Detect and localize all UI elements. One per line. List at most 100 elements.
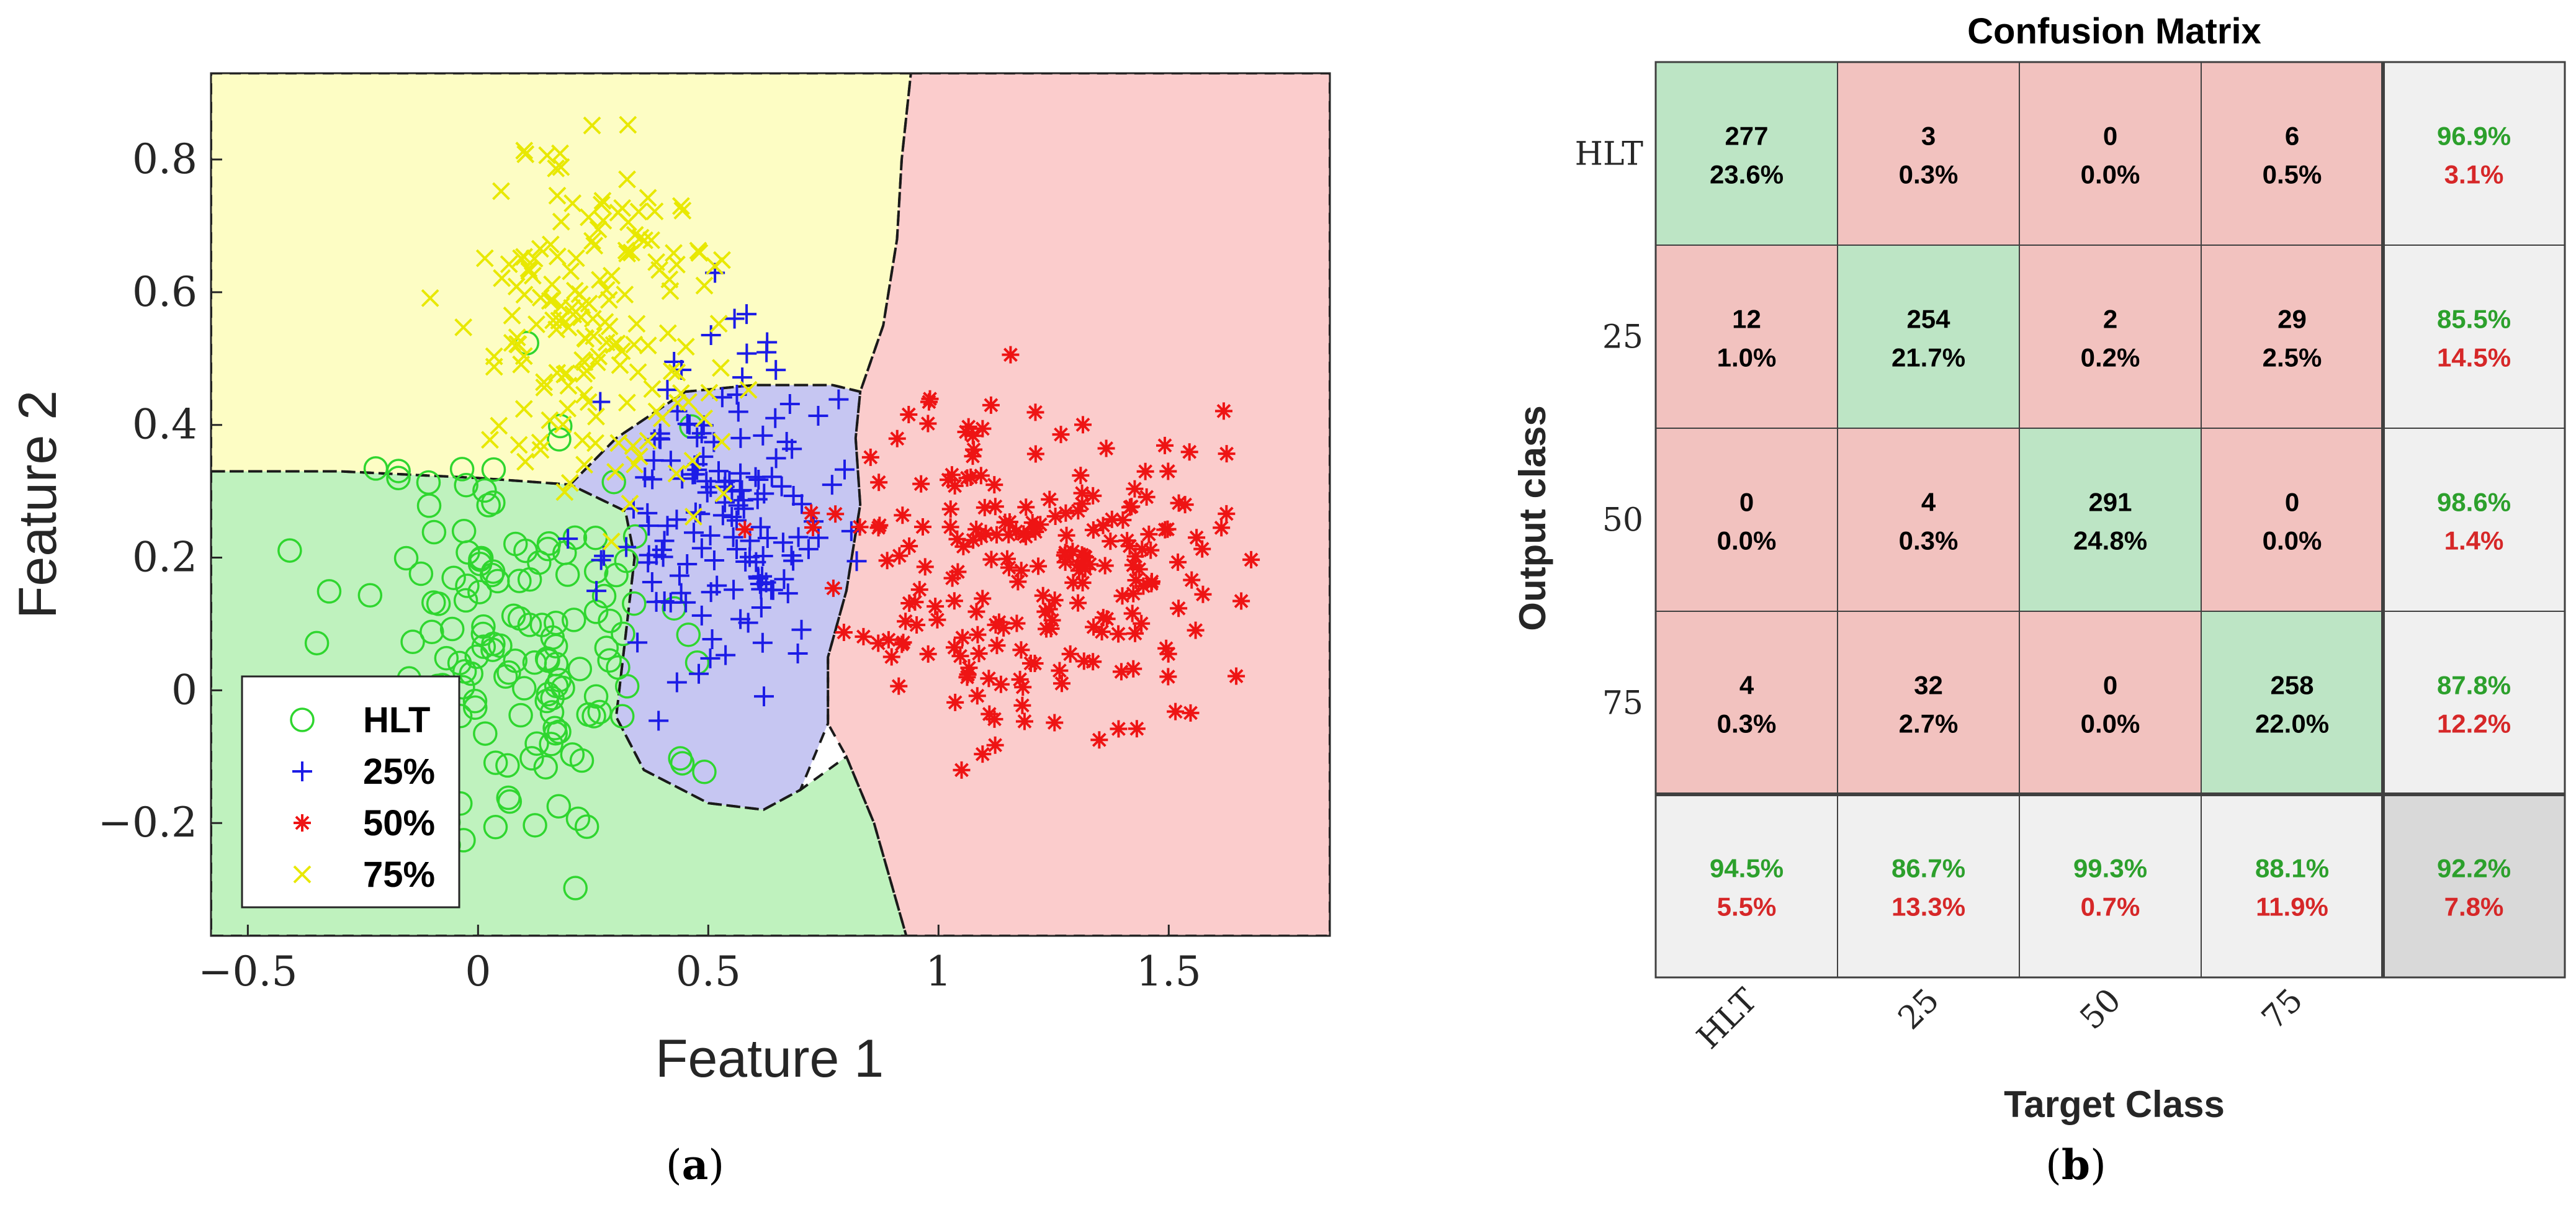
cm-cell (2201, 428, 2384, 612)
point-50pct (1140, 525, 1158, 543)
point-25pct (700, 648, 720, 668)
point-75pct (509, 436, 528, 454)
point-50pct (1188, 529, 1206, 547)
point-75pct (567, 249, 585, 267)
point-75pct (548, 364, 567, 382)
point-50pct (893, 635, 911, 653)
point-25pct (700, 525, 720, 545)
point-75pct (543, 275, 562, 294)
point-75pct (617, 241, 635, 260)
point-25pct (761, 467, 782, 487)
point-25pct (846, 551, 867, 572)
point-25pct (766, 360, 786, 380)
point-25pct (757, 528, 778, 549)
point-50pct (1073, 546, 1091, 564)
cm-row-summary (2382, 428, 2565, 612)
point-50pct (958, 469, 976, 487)
cm-row-summary (2382, 611, 2565, 795)
point-50pct (1000, 559, 1018, 577)
point-75pct (507, 277, 526, 296)
legend-box (241, 675, 460, 909)
point-25pct (702, 629, 722, 649)
cm-col-label: 50 (2073, 982, 2128, 1037)
point-75pct (541, 292, 559, 310)
point-50pct (982, 396, 1000, 414)
point-50pct (990, 613, 1008, 631)
point-50pct (1123, 498, 1141, 516)
point-hlt (692, 760, 717, 784)
point-50pct (870, 474, 888, 492)
point-hlt (540, 686, 565, 711)
cm-col-summary (1655, 794, 1838, 978)
cm-cell-percent: 0.3% (1717, 709, 1777, 738)
point-50pct (869, 634, 887, 652)
point-hlt (587, 699, 613, 725)
point-75pct (547, 159, 565, 177)
point-50pct (1070, 562, 1088, 580)
cm-cell-diagonal (2201, 611, 2384, 795)
scatter-ticks: −0.5 0 0.5 1 1.5 −0.2 0 0.2 0.4 0.6 0.8 (98, 135, 1201, 995)
y-tick-label: −0.2 (98, 799, 197, 846)
cm-cell-percent: 0.0% (2081, 709, 2140, 738)
point-25pct (691, 605, 712, 626)
point-50pct (1157, 639, 1175, 657)
cm-cell-percent: 0.3% (1899, 526, 1959, 555)
point-25pct (765, 408, 786, 428)
point-25pct (691, 423, 712, 444)
point-75pct (523, 266, 542, 285)
point-75pct (552, 212, 570, 231)
x-tick-label: −0.5 (198, 948, 297, 995)
cm-row-summary (2382, 61, 2565, 246)
point-75pct (690, 244, 709, 262)
point-25pct (683, 464, 703, 485)
point-75pct (609, 204, 627, 222)
point-50pct (985, 710, 1003, 728)
point-50pct (1159, 668, 1177, 686)
point-50pct (1242, 550, 1260, 568)
point-25pct (756, 342, 777, 362)
cm-row-label: 75 (1602, 685, 1643, 722)
point-75pct (626, 455, 644, 474)
point-hlt (483, 750, 508, 775)
point-hlt (464, 644, 489, 670)
point-50pct (1113, 587, 1131, 605)
cm-cell-diagonal (1655, 61, 1838, 246)
point-75pct (683, 451, 702, 470)
point-50pct (1169, 553, 1187, 571)
point-50pct (1218, 505, 1236, 523)
cm-cell (1655, 245, 1838, 429)
point-75pct (660, 270, 679, 289)
point-50pct (1069, 594, 1087, 612)
point-75pct (617, 393, 636, 412)
point-25pct (637, 503, 658, 523)
point-50pct (1030, 557, 1048, 575)
point-50pct (1036, 603, 1054, 621)
point-75pct (516, 145, 535, 163)
point-hlt (470, 621, 496, 647)
point-75pct (613, 342, 631, 361)
cm-cell-percent: 0.0% (1717, 526, 1777, 555)
point-25pct (752, 566, 773, 586)
y-tick-label: 0.2 (132, 534, 197, 581)
point-75pct (421, 289, 439, 307)
point-75pct (639, 431, 657, 450)
point-hlt (485, 568, 510, 594)
cm-col-summary (1837, 794, 2020, 978)
point-hlt (481, 490, 506, 515)
point-hlt (496, 660, 521, 685)
point-hlt (473, 721, 498, 746)
point-50pct (985, 476, 1003, 494)
panel-a-letter: a (682, 1141, 709, 1189)
point-75pct (563, 194, 582, 212)
point-50pct (824, 579, 842, 597)
point-25pct (724, 580, 744, 600)
point-75pct (622, 243, 641, 262)
cm-cell (2019, 245, 2202, 429)
point-50pct (897, 613, 915, 631)
point-hlt (562, 608, 586, 632)
cm-cell-percent: 23.6% (1710, 160, 1784, 189)
point-75pct (531, 240, 549, 258)
point-75pct (570, 285, 589, 303)
